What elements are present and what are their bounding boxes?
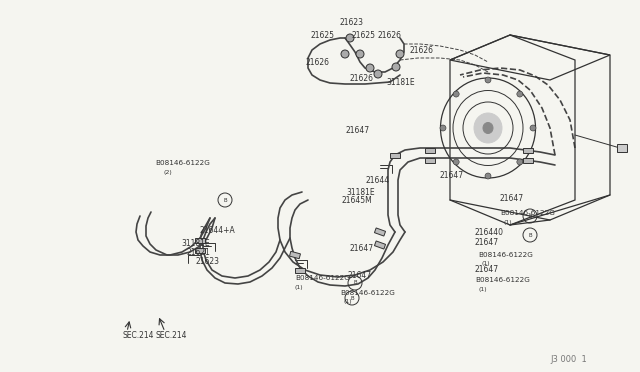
Circle shape [440,125,446,131]
Circle shape [356,50,364,58]
Text: B: B [528,214,532,218]
Text: 21626: 21626 [350,74,374,83]
Text: B08146-6122G: B08146-6122G [340,290,395,296]
Text: 21626: 21626 [410,45,434,55]
Text: B: B [528,232,532,237]
Ellipse shape [474,113,502,143]
Text: 21647: 21647 [500,193,524,202]
Text: 21647: 21647 [346,125,370,135]
Text: 21625: 21625 [352,31,376,39]
Text: (1): (1) [479,286,488,292]
Text: 216440: 216440 [475,228,504,237]
Text: B08146-6122G: B08146-6122G [155,160,210,166]
Circle shape [453,91,459,97]
Circle shape [517,159,523,165]
Bar [295,267,305,273]
Circle shape [485,173,491,179]
Text: 21647: 21647 [475,266,499,275]
Circle shape [341,50,349,58]
Bar [523,148,533,153]
Bar [374,241,385,249]
Bar [523,157,533,163]
Bar [390,153,400,157]
Bar [195,247,205,253]
Text: 21647: 21647 [350,244,374,253]
Text: B: B [350,295,354,301]
Text: 21647: 21647 [348,270,372,279]
Text: B08146-6122G: B08146-6122G [478,252,533,258]
Bar [195,237,205,243]
Ellipse shape [483,122,493,134]
Text: 31181E: 31181E [386,77,415,87]
Text: J3 000  1: J3 000 1 [550,356,587,365]
Text: 21644: 21644 [366,176,390,185]
Text: 31181E: 31181E [181,238,210,247]
Text: B: B [353,280,357,285]
Circle shape [485,77,491,83]
Text: 21626: 21626 [378,31,402,39]
Text: 21645M: 21645M [341,196,372,205]
Circle shape [517,91,523,97]
Text: 21621: 21621 [186,247,210,257]
Text: 21647: 21647 [475,237,499,247]
Bar [425,157,435,163]
Text: (1): (1) [295,285,303,289]
Circle shape [530,125,536,131]
Circle shape [453,159,459,165]
Text: 21623: 21623 [340,17,364,26]
Text: 21647: 21647 [440,170,464,180]
Bar [289,251,300,259]
Circle shape [374,70,382,78]
Text: 31181E: 31181E [346,187,375,196]
Bar [374,228,385,236]
Text: SEC.214: SEC.214 [155,330,186,340]
Text: B08146-6122G: B08146-6122G [295,275,350,281]
Text: (2): (2) [163,170,172,174]
Text: 21625: 21625 [311,31,335,39]
Text: B08146-6122G: B08146-6122G [500,210,555,216]
Circle shape [396,50,404,58]
Text: B: B [223,198,227,202]
Text: (1): (1) [482,262,491,266]
Bar [425,148,435,153]
Circle shape [366,64,374,72]
Circle shape [392,63,400,71]
Circle shape [346,34,354,42]
Text: 21623: 21623 [196,257,220,266]
Text: (1): (1) [504,219,513,224]
Text: 21644+A: 21644+A [199,225,235,234]
Text: (1): (1) [344,299,353,305]
Text: B08146-6122G: B08146-6122G [475,277,530,283]
Bar [617,144,627,152]
Text: SEC.214: SEC.214 [122,330,154,340]
Text: 21626: 21626 [306,58,330,67]
